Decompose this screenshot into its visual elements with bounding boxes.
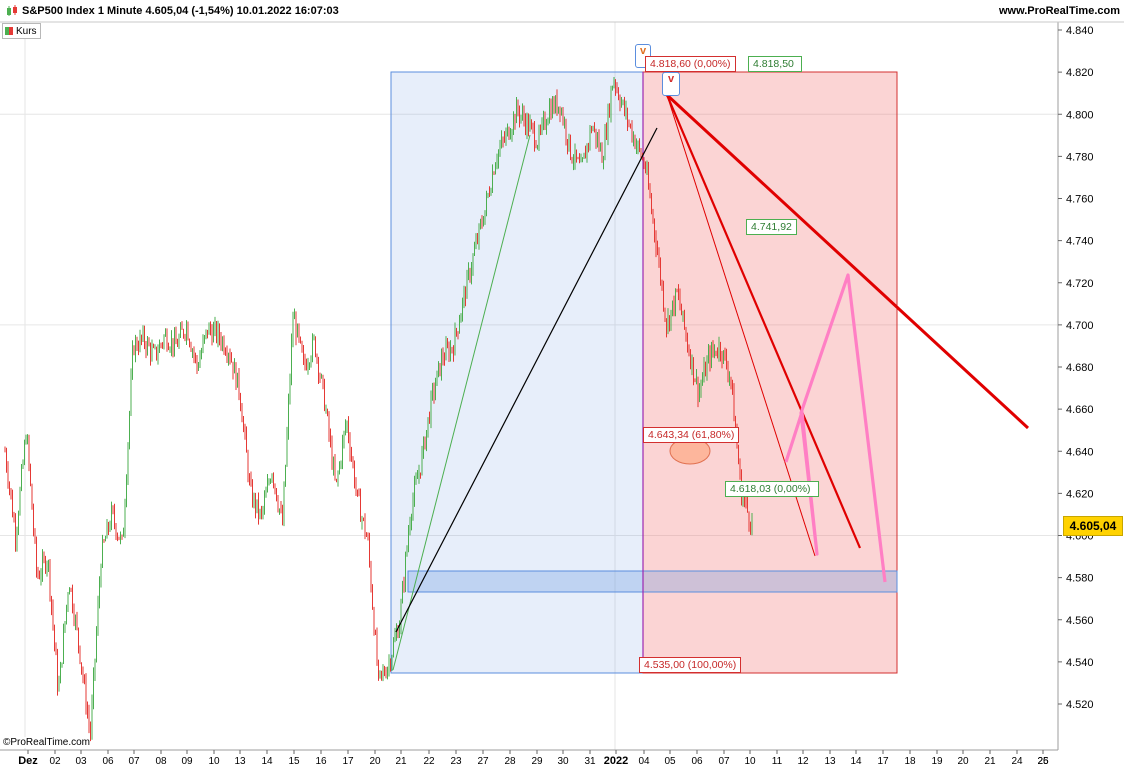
y-tick-label: 4.660 [1066,404,1094,416]
x-tick-label: Dez [18,755,38,767]
y-tick-label: 4.720 [1066,278,1094,290]
high-right-label: 4.818,50 [748,56,802,72]
x-tick-label: 14 [850,756,862,767]
y-tick-label: 4.620 [1066,488,1094,500]
fib-0-top-label: 4.818,60 (0,00%) [645,56,736,72]
site-link[interactable]: www.ProRealTime.com [998,5,1120,17]
x-tick-label: 28 [504,756,516,767]
x-tick-label: 29 [531,756,543,767]
y-tick-label: 4.700 [1066,320,1094,332]
y-axis: 4.5204.5404.5604.5804.6004.6204.6404.660… [1058,25,1094,711]
x-tick-label: 17 [342,756,354,767]
price-series [4,76,753,742]
y-tick-label: 4.540 [1066,657,1094,669]
last-price-badge: 4.605,04 [1063,516,1123,536]
fib-zone-blue [390,71,644,674]
x-tick-label: 17 [877,756,889,767]
level-mid-label: 4.741,92 [746,219,797,235]
copyright-text: ©ProRealTime.com [3,737,91,748]
y-tick-label: 4.580 [1066,573,1094,585]
x-tick-label: 13 [824,756,836,767]
candlestick-legend-icon [5,27,13,35]
candlestick-icon [7,5,17,16]
x-tick-label: 10 [208,756,220,767]
x-tick-label: 14 [261,756,273,767]
x-tick-label: 06 [102,756,114,767]
y-tick-label: 4.740 [1066,236,1094,248]
fib-100-label: 4.535,00 (100,00%) [639,657,742,673]
y-tick-label: 4.820 [1066,67,1094,79]
x-tick-label: 02 [49,756,61,767]
trendline-green [392,134,531,671]
marker-right[interactable]: v [662,72,680,96]
y-tick-label: 4.640 [1066,446,1094,458]
x-tick-label: 19 [931,756,943,767]
y-tick-label: 4.560 [1066,615,1094,627]
x-tick-label: 25 [1037,756,1049,767]
y-tick-label: 4.780 [1066,151,1094,163]
x-tick-label: 30 [557,756,569,767]
x-tick-label: 26 [1037,756,1049,767]
trendline-red-thick [665,93,1030,430]
chart-header: S&P500 Index 1 Minute 4.605,04 (-1,54%) … [0,0,1124,22]
x-tick-label: 11 [772,756,783,767]
x-tick-label: 22 [423,756,435,767]
x-tick-label: 21 [395,756,407,767]
series-legend[interactable]: Kurs [2,23,41,39]
trendline-red-thin [666,94,816,557]
y-tick-label: 4.680 [1066,362,1094,374]
fib-618-label: 4.643,34 (61,80%) [643,427,740,443]
x-tick-label: 12 [797,756,809,767]
x-tick-label: 08 [155,756,167,767]
fib-0-low-label: 4.618,03 (0,00%) [725,481,819,497]
legend-label: Kurs [16,25,37,37]
y-tick-label: 4.800 [1066,109,1094,121]
x-tick-label: 24 [1011,756,1023,767]
chart-title: S&P500 Index 1 Minute 4.605,04 (-1,54%) … [22,5,339,17]
x-tick-label: 03 [75,756,87,767]
support-band [407,570,898,593]
x-tick-label: 13 [234,756,246,767]
x-tick-label: 21 [984,756,996,767]
x-tick-label: 04 [638,756,650,767]
y-tick-label: 4.840 [1066,25,1094,37]
x-tick-label: 16 [315,756,327,767]
x-tick-label: 10 [744,756,756,767]
trendline-red-medium [665,94,862,549]
x-tick-label: 27 [477,756,489,767]
x-tick-label: 15 [288,756,300,767]
x-tick-label: 20 [957,756,969,767]
x-tick-label: 20 [369,756,381,767]
x-tick-label: 23 [450,756,462,767]
x-axis: Dez 02 03 06 07 08 09 10 13 14 15 16 17 20 21 22 23 27 28 2… [18,750,1049,767]
trendline-black [395,127,658,633]
x-tick-label: 05 [664,756,676,767]
x-tick-label: 07 [718,756,730,767]
x-tick-label: 07 [128,756,140,767]
x-tick-label: 06 [691,756,703,767]
x-tick-label: 31 [584,756,596,767]
x-tick-label: 09 [181,756,193,767]
x-tick-label: 18 [904,756,916,767]
x-tick-label: 2022 [604,755,628,767]
y-tick-label: 4.520 [1066,699,1094,711]
y-tick-label: 4.760 [1066,194,1094,206]
